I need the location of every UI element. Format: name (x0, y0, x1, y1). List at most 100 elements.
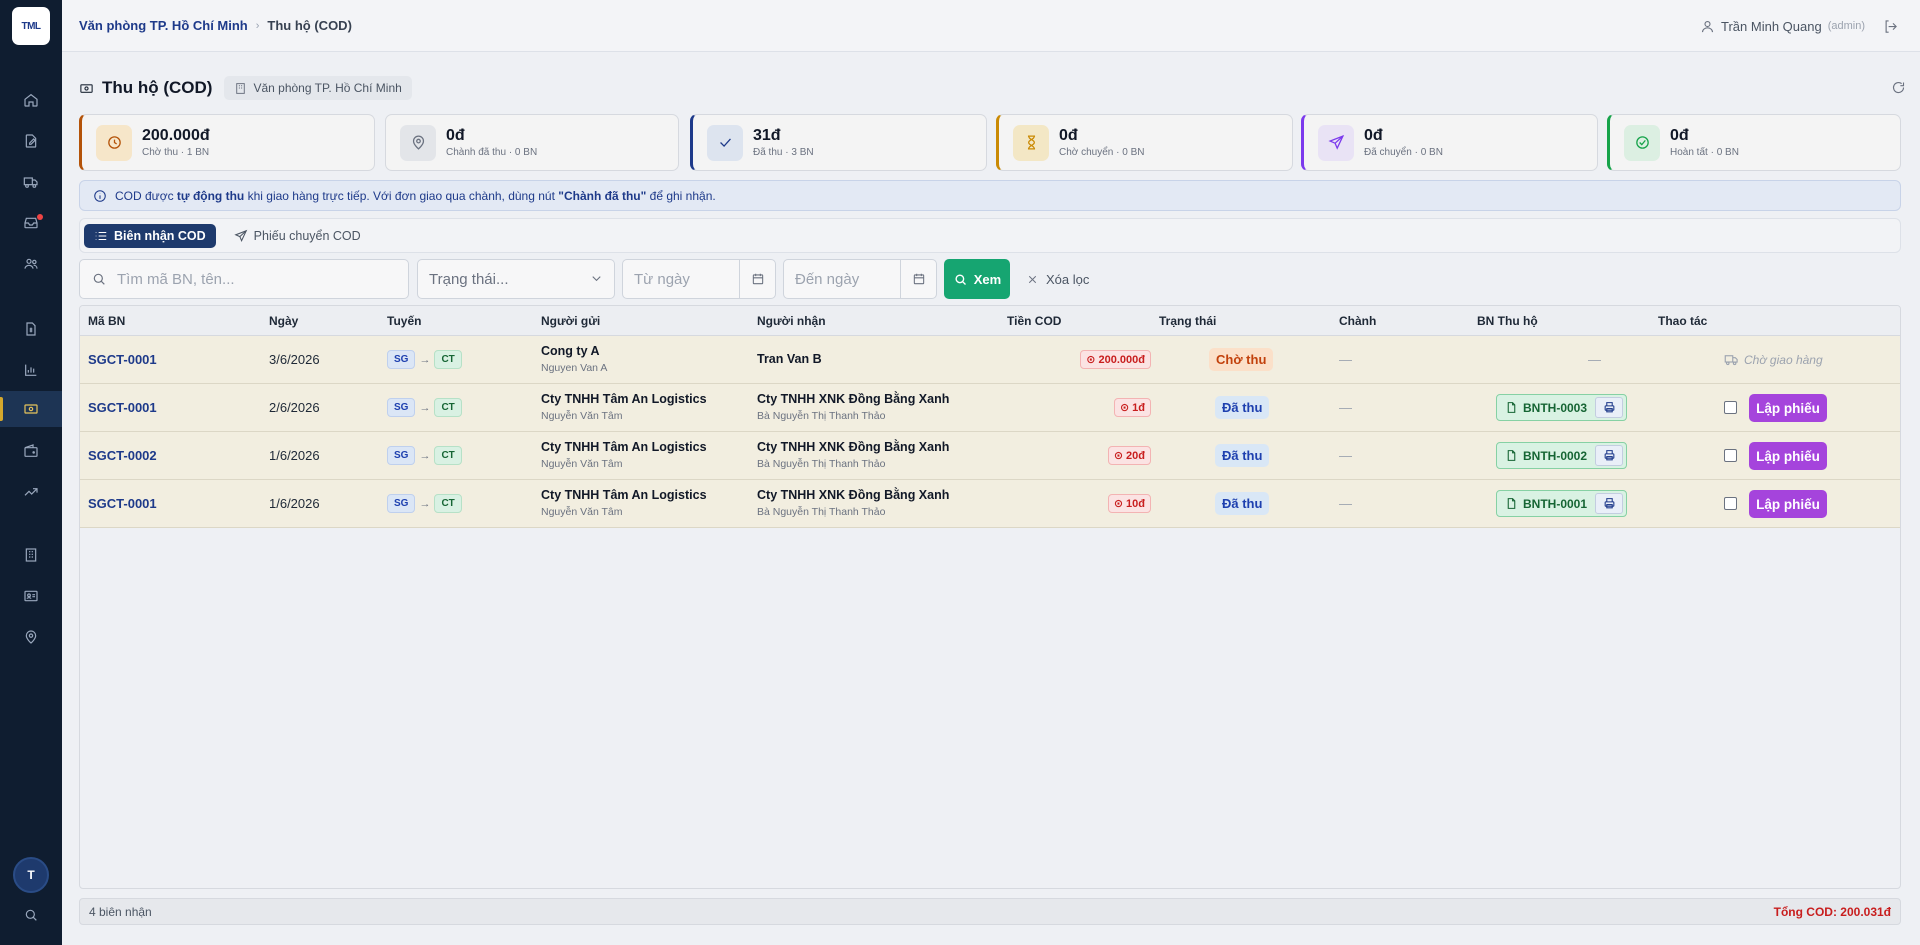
nav-users-icon[interactable] (0, 246, 62, 282)
file-icon (1507, 402, 1516, 413)
sender-name: Cong ty A (541, 344, 600, 358)
nav-truck-icon[interactable] (0, 164, 62, 200)
cod-amount-badge: ⊙ 1đ (1113, 398, 1151, 417)
from-date-placeholder: Từ ngày (634, 270, 690, 288)
clear-filter-button[interactable]: Xóa lọc (1026, 259, 1089, 299)
check-icon (707, 124, 743, 161)
to-date-input[interactable]: Đến ngày (783, 259, 937, 299)
calendar-icon[interactable] (900, 260, 936, 298)
stat-label: Đã chuyển · 0 BN (1364, 147, 1443, 158)
receiver-name: Tran Van B (757, 352, 822, 366)
bn-receipt-chip[interactable]: BNTH-0001 (1496, 490, 1628, 517)
chanh-value: — (1339, 448, 1352, 463)
send-icon (234, 229, 247, 242)
lap-phieu-button[interactable]: Lập phiếu (1749, 442, 1827, 470)
stat-value: 200.000đ (142, 127, 210, 144)
col-nguoi-gui: Người gửi (541, 314, 601, 328)
row-code[interactable]: SGCT-0002 (88, 448, 157, 463)
stat-value: 31đ (753, 127, 781, 144)
user-name[interactable]: Trần Minh Quang (1721, 18, 1822, 34)
row-code[interactable]: SGCT-0001 (88, 496, 157, 511)
tabs: Biên nhận COD Phiếu chuyển COD (79, 218, 1901, 253)
row-code[interactable]: SGCT-0001 (88, 400, 157, 415)
row-checkbox[interactable] (1724, 497, 1737, 510)
office-chip-label: Văn phòng TP. Hồ Chí Minh (253, 81, 402, 95)
bn-code[interactable]: BNTH-0001 (1523, 496, 1588, 511)
arrow-right-icon: → (419, 449, 431, 462)
cod-amount-badge: ⊙ 200.000đ (1080, 350, 1151, 369)
sender-contact: Nguyễn Văn Tâm (541, 410, 623, 422)
stat-label: Chành đã thu · 0 BN (446, 147, 538, 158)
from-date-input[interactable]: Từ ngày (622, 259, 776, 299)
building-icon (234, 82, 247, 95)
table-row[interactable]: SGCT-0001 3/6/2026 SG → CT Cong ty A Nguyen… (80, 336, 1900, 384)
stat-label: Chờ chuyển · 0 BN (1059, 147, 1145, 158)
nav-wallet-icon[interactable] (0, 433, 62, 469)
refresh-icon[interactable] (1891, 80, 1906, 95)
status-select[interactable]: Trạng thái... (417, 259, 615, 299)
row-code[interactable]: SGCT-0001 (88, 352, 157, 367)
search-input[interactable]: Tìm mã BN, tên... (79, 259, 409, 299)
nav-inbox-icon[interactable] (0, 205, 62, 241)
nav-report-icon[interactable] (0, 352, 62, 388)
arrow-right-icon: → (419, 401, 431, 414)
table-row[interactable]: SGCT-0002 1/6/2026 SG → CT Cty TNHH Tâm An… (80, 432, 1900, 480)
nav-invoice-icon[interactable] (0, 311, 62, 347)
nav-trend-icon[interactable] (0, 474, 62, 510)
nav-cod-icon[interactable] (0, 391, 62, 427)
user-icon (1700, 19, 1715, 34)
breadcrumb-office[interactable]: Văn phòng TP. Hồ Chí Minh (79, 18, 248, 33)
tab-bien-nhan-cod[interactable]: Biên nhận COD (84, 223, 216, 248)
clock-icon (96, 124, 132, 161)
lap-phieu-button[interactable]: Lập phiếu (1749, 394, 1827, 422)
bn-receipt-chip[interactable]: BNTH-0002 (1496, 442, 1628, 469)
stat-label: Đã thu · 3 BN (753, 147, 814, 158)
logout-icon[interactable] (1883, 19, 1898, 34)
alert-icon: ⊙ (1086, 354, 1096, 366)
row-checkbox[interactable] (1724, 449, 1737, 462)
nav-home-icon[interactable] (0, 82, 62, 118)
route: SG → CT (387, 446, 462, 465)
stat-card-da-thu: 31đ Đã thu · 3 BN (690, 114, 987, 171)
status-badge: Đã thu (1215, 444, 1270, 467)
bn-code[interactable]: BNTH-0003 (1523, 400, 1588, 415)
print-icon[interactable] (1595, 397, 1624, 418)
calendar-icon[interactable] (739, 260, 775, 298)
tab-phieu-chuyen-cod[interactable]: Phiếu chuyển COD (224, 224, 371, 248)
map-pin-icon (400, 124, 436, 161)
station-from: SG (387, 446, 416, 465)
stat-value: 0đ (1059, 127, 1078, 144)
nav-edit-icon[interactable] (0, 123, 62, 159)
check-circle-icon (1624, 124, 1660, 161)
nav-location-icon[interactable] (0, 619, 62, 655)
table-row[interactable]: SGCT-0001 2/6/2026 SG → CT Cty TNHH Tâm An… (80, 384, 1900, 432)
col-bn-thu-ho: BN Thu hộ (1477, 314, 1538, 328)
view-button[interactable]: Xem (944, 259, 1010, 299)
office-chip: Văn phòng TP. Hồ Chí Minh (224, 76, 412, 100)
print-icon[interactable] (1595, 445, 1624, 466)
print-icon[interactable] (1595, 493, 1624, 514)
station-to: CT (434, 350, 462, 369)
sender-name: Cty TNHH Tâm An Logistics (541, 488, 707, 502)
col-tuyen: Tuyến (387, 314, 422, 328)
nav-id-card-icon[interactable] (0, 578, 62, 614)
nav-building-icon[interactable] (0, 537, 62, 573)
app-logo[interactable]: TML (12, 7, 50, 45)
user-avatar[interactable]: T (13, 857, 49, 893)
bn-receipt-chip[interactable]: BNTH-0003 (1496, 394, 1628, 421)
send-icon (1318, 124, 1354, 161)
lap-phieu-button[interactable]: Lập phiếu (1749, 490, 1827, 518)
status-badge: Đã thu (1215, 492, 1270, 515)
cod-table: Mã BN Ngày Tuyến Người gửi Người nhận Ti… (79, 305, 1901, 889)
page-title: Thu hộ (COD) (102, 78, 213, 97)
table-header: Mã BN Ngày Tuyến Người gửi Người nhận Ti… (80, 306, 1900, 336)
info-icon (93, 189, 107, 203)
table-row[interactable]: SGCT-0001 1/6/2026 SG → CT Cty TNHH Tâm An… (80, 480, 1900, 528)
col-thao-tac: Thao tác (1658, 314, 1708, 328)
bn-code[interactable]: BNTH-0002 (1523, 448, 1588, 463)
col-ngay: Ngày (269, 314, 299, 328)
alert-icon: ⊙ (1113, 498, 1124, 510)
status-placeholder: Trạng thái... (429, 270, 509, 288)
search-icon[interactable] (0, 897, 62, 933)
row-checkbox[interactable] (1724, 401, 1737, 414)
